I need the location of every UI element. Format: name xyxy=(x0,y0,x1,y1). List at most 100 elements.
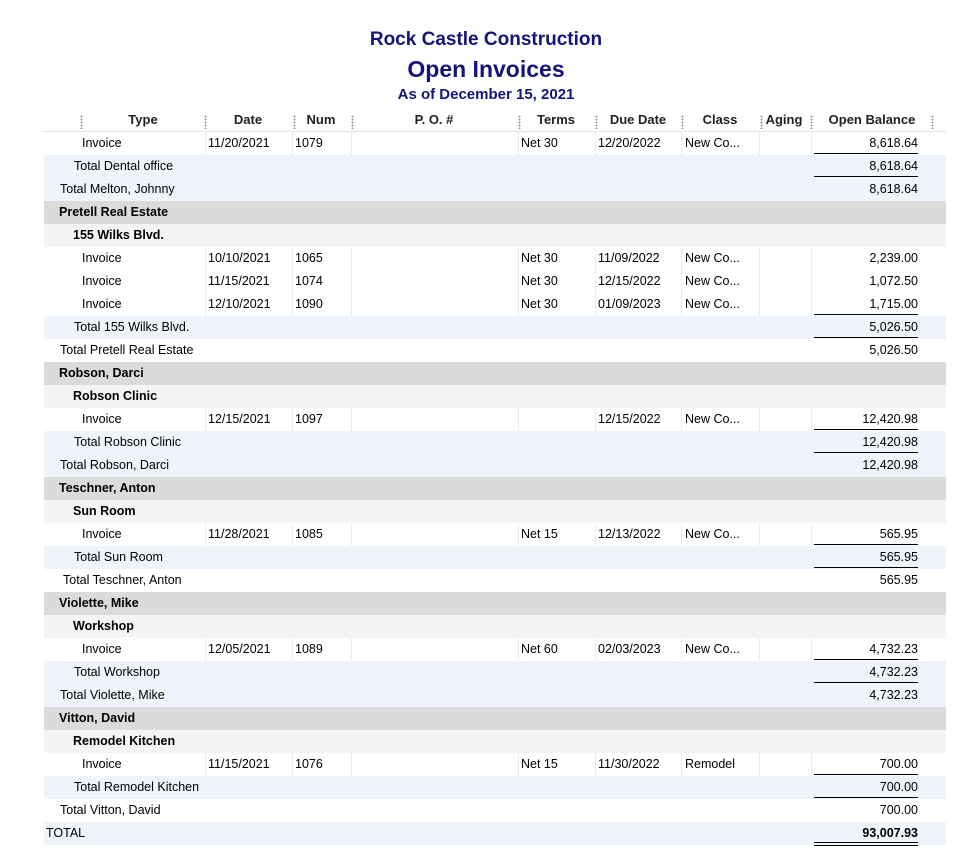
customer-header-row[interactable]: Robson, Darci xyxy=(44,362,946,385)
open-balance-value: 12,420.98 xyxy=(862,412,918,426)
customer-total-row[interactable]: Total Teschner, Anton 565.95 xyxy=(44,569,946,592)
open-balance-value: 565.95 xyxy=(879,527,918,541)
row-terms: Net 60 xyxy=(521,642,558,656)
customer-header-row[interactable]: Violette, Mike xyxy=(44,592,946,615)
subtotal-rule xyxy=(814,544,918,545)
company-name: Rock Castle Construction xyxy=(369,29,603,50)
row-terms: Net 15 xyxy=(521,527,558,541)
open-balance-value: 8,618.64 xyxy=(869,136,918,150)
job-total-row[interactable]: Total 155 Wilks Blvd. 5,026.50 xyxy=(44,316,946,339)
column-divider xyxy=(518,293,519,316)
job-total-row[interactable]: Total Workshop 4,732.23 xyxy=(44,661,946,684)
row-date: 11/20/2021 xyxy=(208,136,270,150)
open-balance-value: 4,732.23 xyxy=(869,642,918,656)
row-num: 1089 xyxy=(295,642,323,656)
column-divider xyxy=(292,293,293,316)
column-resize-handle[interactable] xyxy=(595,115,598,129)
open-balance-value: 8,618.64 xyxy=(869,159,918,173)
column-divider xyxy=(681,408,682,431)
job-total-row[interactable]: Total Sun Room 565.95 xyxy=(44,546,946,569)
open-balance-value: 8,618.64 xyxy=(869,182,918,196)
row-date: 12/05/2021 xyxy=(208,642,271,656)
column-header-terms[interactable]: Terms xyxy=(536,112,576,127)
job-total-row[interactable]: Total Remodel Kitchen 700.00 xyxy=(44,776,946,799)
total-rule xyxy=(814,567,918,568)
job-total-row[interactable]: Total Dental office 8,618.64 xyxy=(44,155,946,178)
customer-name: Robson, Darci xyxy=(59,366,144,380)
open-balance-value: 5,026.50 xyxy=(869,320,918,334)
grand-total-double-rule xyxy=(814,842,918,846)
table-row[interactable]: Invoice 12/15/2021 1097 12/15/2022 New Co...… xyxy=(44,408,946,431)
customer-total-row[interactable]: Total Vitton, David 700.00 xyxy=(44,799,946,822)
row-type: Invoice xyxy=(82,274,122,288)
column-divider xyxy=(759,753,760,776)
customer-header-row[interactable]: Vitton, David xyxy=(44,707,946,730)
column-divider xyxy=(351,270,352,293)
row-due-date: 11/30/2022 xyxy=(598,757,660,771)
column-resize-handle[interactable] xyxy=(351,115,354,129)
row-num: 1090 xyxy=(295,297,323,311)
table-row[interactable]: Invoice 11/15/2021 1076 Net 15 11/30/2022 Rem… xyxy=(44,753,946,776)
customer-total-row[interactable]: Total Violette, Mike 4,732.23 xyxy=(44,684,946,707)
table-row[interactable]: Invoice 12/05/2021 1089 Net 60 02/03/2023 New… xyxy=(44,638,946,661)
column-resize-handle[interactable] xyxy=(204,115,207,129)
customer-header-row[interactable]: Teschner, Anton xyxy=(44,477,946,500)
column-header-type[interactable]: Type xyxy=(128,112,158,127)
column-divider xyxy=(292,753,293,776)
column-header-num[interactable]: Num xyxy=(306,112,336,127)
row-date: 12/10/2021 xyxy=(208,297,271,311)
column-header-po[interactable]: P. O. # xyxy=(414,112,454,127)
table-row[interactable]: Invoice 12/10/2021 1090 Net 30 01/09/2023 New… xyxy=(44,293,946,316)
column-divider xyxy=(681,293,682,316)
column-resize-handle[interactable] xyxy=(293,115,296,129)
open-balance-value: 4,732.23 xyxy=(869,688,918,702)
column-divider xyxy=(351,247,352,270)
job-header-row[interactable]: Remodel Kitchen xyxy=(44,730,946,753)
row-due-date: 02/03/2023 xyxy=(598,642,661,656)
column-header-class[interactable]: Class xyxy=(702,112,738,127)
column-divider xyxy=(292,523,293,546)
customer-total-row[interactable]: Total Pretell Real Estate 5,026.50 xyxy=(44,339,946,362)
column-divider xyxy=(351,293,352,316)
job-total-row[interactable]: Total Robson Clinic 12,420.98 xyxy=(44,431,946,454)
column-divider xyxy=(811,247,812,270)
customer-total-row[interactable]: Total Melton, Johnny 8,618.64 xyxy=(44,178,946,201)
customer-total-row[interactable]: Total Robson, Darci 12,420.98 xyxy=(44,454,946,477)
column-header-open-balance[interactable]: Open Balance xyxy=(828,112,916,127)
column-resize-handle[interactable] xyxy=(760,115,763,129)
total-rule xyxy=(814,452,918,453)
column-divider xyxy=(205,132,206,155)
job-header-row[interactable]: Robson Clinic xyxy=(44,385,946,408)
job-header-row[interactable]: 155 Wilks Blvd. xyxy=(44,224,946,247)
column-resize-handle[interactable] xyxy=(518,115,521,129)
report-title: Open Invoices xyxy=(407,56,565,82)
row-due-date: 11/09/2022 xyxy=(598,251,660,265)
row-due-date: 12/13/2022 xyxy=(598,527,661,541)
column-resize-handle[interactable] xyxy=(681,115,684,129)
column-header-aging[interactable]: Aging xyxy=(765,112,803,127)
column-divider xyxy=(351,132,352,155)
table-row[interactable]: Invoice 11/20/2021 1079 Net 30 12/20/2022 New… xyxy=(44,132,946,155)
row-label: Total Sun Room xyxy=(74,550,163,564)
open-balance-value: 4,732.23 xyxy=(869,665,918,679)
column-resize-handle[interactable] xyxy=(810,115,813,129)
table-row[interactable]: Invoice 10/10/2021 1065 Net 30 11/09/2022 New… xyxy=(44,247,946,270)
open-balance-value: 700.00 xyxy=(879,803,918,817)
row-num: 1074 xyxy=(295,274,323,288)
column-resize-handle[interactable] xyxy=(80,115,83,129)
column-header-date[interactable]: Date xyxy=(233,112,263,127)
row-due-date: 12/20/2022 xyxy=(598,136,661,150)
grand-total-row[interactable]: TOTAL 93,007.93 xyxy=(44,822,946,846)
column-resize-handle[interactable] xyxy=(931,115,934,129)
row-label: Total Robson, Darci xyxy=(60,458,170,472)
column-divider xyxy=(811,270,812,293)
job-header-row[interactable]: Workshop xyxy=(44,615,946,638)
column-header-due-date[interactable]: Due Date xyxy=(609,112,667,127)
table-row[interactable]: Invoice 11/28/2021 1085 Net 15 12/13/2022 New… xyxy=(44,523,946,546)
column-divider xyxy=(595,753,596,776)
column-divider xyxy=(759,408,760,431)
column-divider xyxy=(811,408,812,431)
customer-header-row[interactable]: Pretell Real Estate xyxy=(44,201,946,224)
job-header-row[interactable]: Sun Room xyxy=(44,500,946,523)
table-row[interactable]: Invoice 11/15/2021 1074 Net 30 12/15/2022 New… xyxy=(44,270,946,293)
